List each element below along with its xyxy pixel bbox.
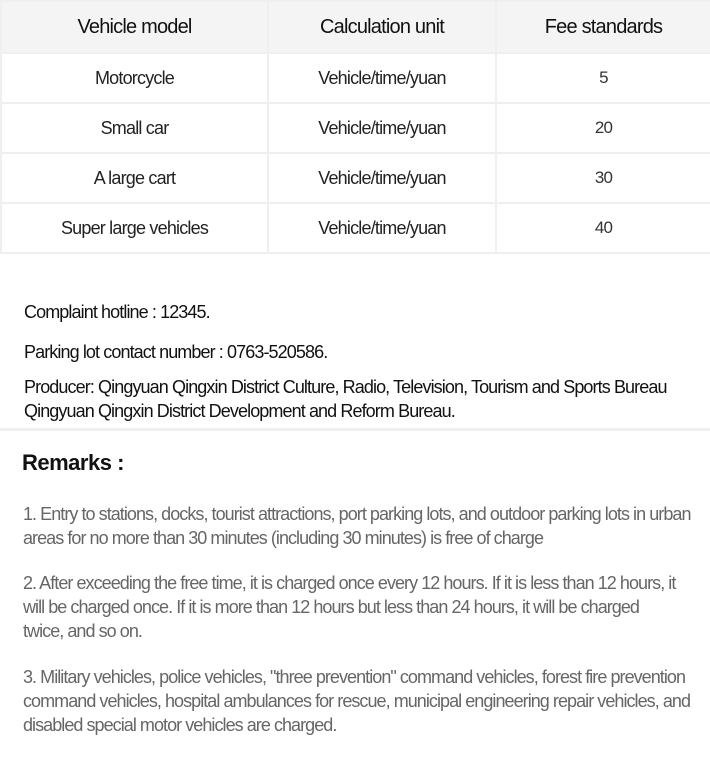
contact-info-section: Complaint hotline : 12345. Parking lot c… — [0, 252, 710, 431]
table-row: Super large vehicles Vehicle/time/yuan 4… — [0, 202, 710, 254]
calculation-unit-cell: Vehicle/time/yuan — [267, 102, 497, 154]
table-row: Small car Vehicle/time/yuan 20 — [0, 102, 710, 154]
parking-contact-number: Parking lot contact number : 0763-520586… — [24, 342, 328, 362]
remark-item: 2. After exceeding the free time, it is … — [23, 573, 676, 641]
table-header-row: Vehicle model Calculation unit Fee stand… — [0, 0, 710, 54]
remark-item: 1. Entry to stations, docks, tourist att… — [23, 504, 691, 548]
header-calculation-unit: Calculation unit — [267, 0, 497, 54]
vehicle-model-cell: Super large vehicles — [0, 202, 269, 254]
fee-cell: 5 — [495, 52, 710, 104]
calculation-unit-cell: Vehicle/time/yuan — [267, 52, 497, 104]
remark-item: 3. Military vehicles, police vehicles, "… — [23, 667, 691, 735]
table-row: A large cart Vehicle/time/yuan 30 — [0, 152, 710, 204]
vehicle-model-cell: Small car — [0, 102, 269, 154]
calculation-unit-cell: Vehicle/time/yuan — [267, 152, 497, 204]
fee-cell: 40 — [495, 202, 710, 254]
complaint-hotline: Complaint hotline : 12345. — [24, 302, 211, 322]
producer-text: Producer: Qingyuan Qingxin District Cult… — [24, 377, 667, 421]
table-row: Motorcycle Vehicle/time/yuan 5 — [0, 52, 710, 104]
fee-table: Vehicle model Calculation unit Fee stand… — [0, 0, 710, 254]
fee-cell: 30 — [495, 152, 710, 204]
vehicle-model-cell: A large cart — [0, 152, 269, 204]
fee-cell: 20 — [495, 102, 710, 154]
calculation-unit-cell: Vehicle/time/yuan — [267, 202, 497, 254]
remarks-title: Remarks : — [22, 450, 124, 475]
header-fee-standards: Fee standards — [495, 0, 710, 54]
header-vehicle-model: Vehicle model — [0, 0, 269, 54]
vehicle-model-cell: Motorcycle — [0, 52, 269, 104]
